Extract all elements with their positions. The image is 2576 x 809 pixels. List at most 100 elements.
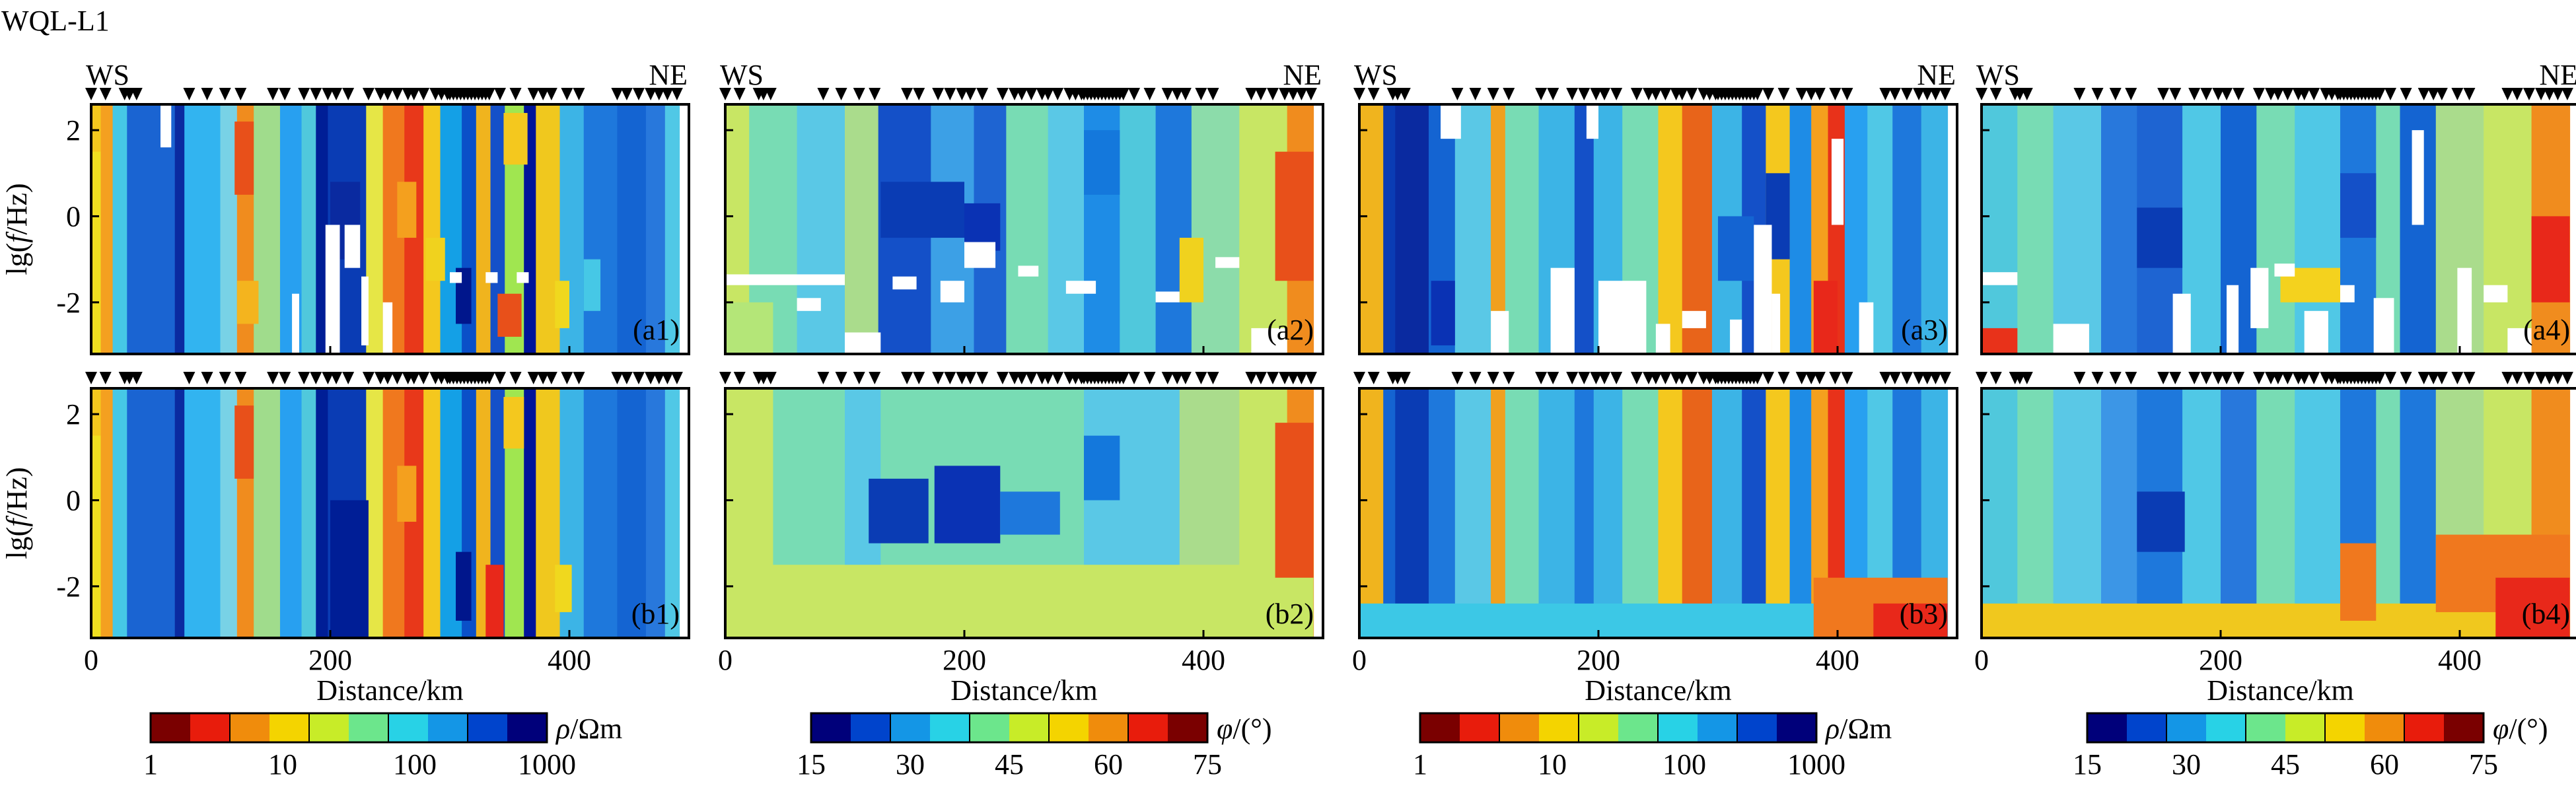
panel-label-b1: (b1) [631,598,680,630]
station-marker [2543,88,2556,100]
colorbar-swatch [851,713,891,742]
panel-frame [1358,387,1958,639]
station-marker [1888,88,1901,100]
colorbar-phase-2: 15 30 45 60 75φ/(°) [797,712,1271,781]
station-marker [1879,88,1892,100]
data-gap [1682,310,1706,328]
station-marker [2427,88,2440,100]
data-gap [1586,104,1598,139]
station-marker [183,88,196,100]
data-block [1084,435,1120,501]
data-gap [1550,267,1575,354]
station-marker [494,88,507,100]
data-column [1505,388,1540,638]
data-column [1006,104,1049,354]
station-marker [2298,372,2310,384]
station-marker [1578,88,1591,100]
station-marker [1989,372,2002,384]
station-marker [537,88,550,100]
data-gap [344,225,361,268]
data-block [555,281,569,328]
station-marker [1676,372,1688,384]
colorbar-tick-label: 45 [2271,748,2300,781]
x-axis-title: Distance/km [950,674,1097,707]
data-block [234,405,254,479]
station-marker [2522,372,2535,384]
station-marker [1052,372,1064,384]
colorbar-label: φ/(°) [1217,713,1271,745]
colorbar-tick-label: 30 [896,748,925,781]
station-marker [267,372,279,384]
station-marker [1179,88,1192,100]
station-marker [944,88,956,100]
colorbar-swatch [190,713,231,742]
station-marker [1900,372,1913,384]
station-marker [342,88,355,100]
plot-area-a2 [725,104,1323,354]
station-marker [2221,88,2233,100]
station-marker [1610,372,1623,384]
panel-frame [724,387,1324,639]
station-marker [1598,372,1611,384]
colorbar-swatch [468,713,508,742]
station-marker [391,88,404,100]
x-tick-label: 0 [1974,644,1989,676]
data-column [1428,388,1456,638]
station-marker [1052,88,1064,100]
direction-label-ws: WS [1354,59,1398,91]
colorbar-swatch [2285,713,2326,742]
data-column [664,388,680,638]
station-marker [85,372,97,384]
station-marker [1245,372,1258,384]
station-marker [1777,88,1790,100]
colorbar-swatch [2166,713,2207,742]
colorbar-swatch [1658,713,1698,742]
data-column [91,104,102,354]
station-marker [2543,372,2556,384]
panel-a2: WS NE (a2) [719,59,1324,355]
data-column [316,388,328,638]
station-marker [1762,88,1775,100]
data-column [2053,104,2102,354]
panel-b4: 0 200 400 Distance/km (b4) [1974,372,2576,707]
station-marker [1547,88,1559,100]
plot-area-b2 [725,388,1323,638]
panel-label-a1: (a1) [633,314,680,346]
data-block [425,238,445,281]
station-marker [620,372,633,384]
station-marker [1266,88,1279,100]
station-marker [527,88,540,100]
station-marker [298,372,310,384]
station-marker [219,88,231,100]
station-marker [1762,372,1775,384]
station-marker [1042,88,1054,100]
station-marker [1900,88,1913,100]
colorbar-swatch [2325,713,2365,742]
station-marker [1929,372,1942,384]
colorbar-label-symbol: ρ [1824,713,1840,745]
station-marker [2169,88,2182,100]
data-block [1275,423,1314,578]
station-marker [733,88,746,100]
data-column [1359,104,1384,354]
station-marker [2169,372,2182,384]
station-marker [545,372,557,384]
station-marker [1117,372,1129,384]
station-marker [1610,88,1623,100]
station-marker [417,372,430,384]
colorbar-swatch [507,713,548,742]
station-marker [913,372,925,384]
station-marker [2021,88,2033,100]
station-marker [1287,372,1299,384]
station-marker [322,88,334,100]
profile-title: WQL-L1 [1,5,110,37]
data-column [1454,104,1491,354]
colorbar-swatch [388,713,429,742]
station-marker [234,372,247,384]
station-marker [2511,88,2523,100]
colorbar-swatch [1499,713,1540,742]
station-marker [362,372,375,384]
station-marker [2109,88,2122,100]
station-marker [561,372,573,384]
